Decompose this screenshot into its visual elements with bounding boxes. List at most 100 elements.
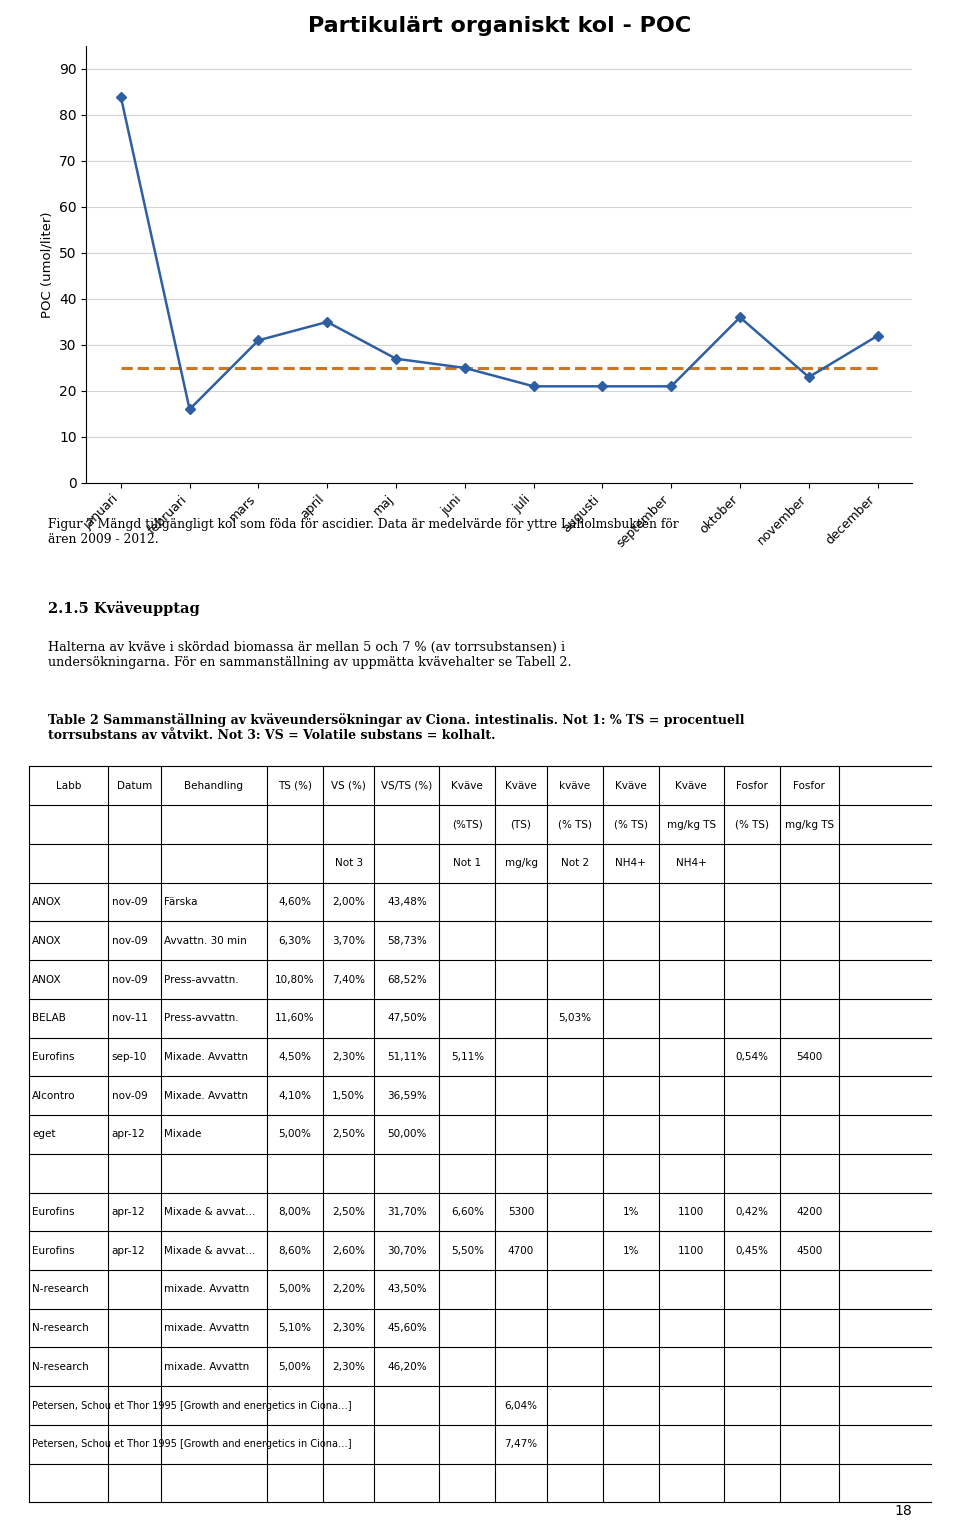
Text: 2,20%: 2,20% <box>332 1285 365 1294</box>
Text: 31,70%: 31,70% <box>387 1206 426 1217</box>
Text: 4500: 4500 <box>796 1246 823 1256</box>
Text: sep-10: sep-10 <box>111 1052 147 1062</box>
Text: nov-09: nov-09 <box>111 935 148 946</box>
Text: 2.1.5 Kväveupptag: 2.1.5 Kväveupptag <box>48 601 200 616</box>
Text: Petersen, Schou et Thor 1995 [Growth and energetics in Ciona…]: Petersen, Schou et Thor 1995 [Growth and… <box>32 1439 351 1449</box>
Text: 2,50%: 2,50% <box>332 1130 365 1139</box>
Text: Not 3: Not 3 <box>335 858 363 868</box>
Text: 7,47%: 7,47% <box>505 1439 538 1449</box>
Text: Kväve: Kväve <box>451 780 483 791</box>
Text: Eurofins: Eurofins <box>33 1052 75 1062</box>
Text: mg/kg: mg/kg <box>505 858 538 868</box>
Text: 51,11%: 51,11% <box>387 1052 427 1062</box>
Text: mg/kg TS: mg/kg TS <box>785 820 834 829</box>
Text: Kväve: Kväve <box>505 780 537 791</box>
Text: 4,10%: 4,10% <box>278 1090 311 1101</box>
Text: 47,50%: 47,50% <box>387 1013 426 1023</box>
Text: Fosfor: Fosfor <box>793 780 826 791</box>
Text: 4200: 4200 <box>796 1206 823 1217</box>
Text: 0,45%: 0,45% <box>735 1246 768 1256</box>
Text: Mixade. Avvattn: Mixade. Avvattn <box>164 1090 248 1101</box>
Text: 2,00%: 2,00% <box>332 897 365 908</box>
Text: nov-11: nov-11 <box>111 1013 148 1023</box>
Text: 6,04%: 6,04% <box>505 1401 538 1410</box>
Text: 5,11%: 5,11% <box>451 1052 484 1062</box>
Text: ANOX: ANOX <box>33 975 62 984</box>
Text: Figur 7 Mängd tillgängligt kol som föda för ascidier. Data är medelvärde för ytt: Figur 7 Mängd tillgängligt kol som föda … <box>48 518 679 546</box>
Text: Mixade & avvat…: Mixade & avvat… <box>164 1246 255 1256</box>
Text: Alcontro: Alcontro <box>33 1090 76 1101</box>
Text: apr-12: apr-12 <box>111 1246 146 1256</box>
Text: Table 2 Sammanställning av kväveundersökningar av Ciona. intestinalis. Not 1: % : Table 2 Sammanställning av kväveundersök… <box>48 713 745 742</box>
Text: 5,00%: 5,00% <box>278 1285 311 1294</box>
Text: mixade. Avvattn: mixade. Avvattn <box>164 1285 250 1294</box>
Text: 3,70%: 3,70% <box>332 935 365 946</box>
Text: NH4+: NH4+ <box>676 858 707 868</box>
Text: 5300: 5300 <box>508 1206 534 1217</box>
Text: VS/TS (%): VS/TS (%) <box>381 780 433 791</box>
Text: mg/kg TS: mg/kg TS <box>666 820 716 829</box>
Text: Kväve: Kväve <box>614 780 647 791</box>
Text: Mixade: Mixade <box>164 1130 202 1139</box>
Text: 46,20%: 46,20% <box>387 1361 426 1372</box>
Text: 6,60%: 6,60% <box>451 1206 484 1217</box>
Text: 4,50%: 4,50% <box>278 1052 311 1062</box>
Text: eget: eget <box>33 1130 56 1139</box>
Text: Petersen, Schou et Thor 1995 [Growth and energetics in Ciona…]: Petersen, Schou et Thor 1995 [Growth and… <box>32 1401 351 1410</box>
Text: 5,50%: 5,50% <box>451 1246 484 1256</box>
Text: 6,30%: 6,30% <box>278 935 311 946</box>
Text: nov-09: nov-09 <box>111 1090 148 1101</box>
Text: Press-avvattn.: Press-avvattn. <box>164 975 239 984</box>
Text: Halterna av kväve i skördad biomassa är mellan 5 och 7 % (av torrsubstansen) i
u: Halterna av kväve i skördad biomassa är … <box>48 641 571 668</box>
Text: 1100: 1100 <box>678 1246 705 1256</box>
Text: 4700: 4700 <box>508 1246 534 1256</box>
Text: 50,00%: 50,00% <box>387 1130 426 1139</box>
Y-axis label: POC (umol/liter): POC (umol/liter) <box>40 212 54 317</box>
Text: 0,54%: 0,54% <box>735 1052 768 1062</box>
Text: 2,60%: 2,60% <box>332 1246 365 1256</box>
Text: (TS): (TS) <box>511 820 532 829</box>
Text: 43,48%: 43,48% <box>387 897 427 908</box>
Text: Datum: Datum <box>117 780 152 791</box>
Text: ANOX: ANOX <box>33 935 62 946</box>
Text: ANOX: ANOX <box>33 897 62 908</box>
Text: N-research: N-research <box>33 1361 89 1372</box>
Text: Press-avvattn.: Press-avvattn. <box>164 1013 239 1023</box>
Text: Not 2: Not 2 <box>561 858 588 868</box>
Text: mixade. Avvattn: mixade. Avvattn <box>164 1323 250 1334</box>
Text: 5,10%: 5,10% <box>278 1323 311 1334</box>
Text: Fosfor: Fosfor <box>735 780 768 791</box>
Text: Eurofins: Eurofins <box>33 1206 75 1217</box>
Text: 43,50%: 43,50% <box>387 1285 426 1294</box>
Text: Eurofins: Eurofins <box>33 1246 75 1256</box>
Text: 5400: 5400 <box>796 1052 823 1062</box>
Text: (% TS): (% TS) <box>734 820 769 829</box>
Text: 45,60%: 45,60% <box>387 1323 426 1334</box>
Text: 11,60%: 11,60% <box>276 1013 315 1023</box>
Text: 1,50%: 1,50% <box>332 1090 365 1101</box>
Text: nov-09: nov-09 <box>111 897 148 908</box>
Text: 30,70%: 30,70% <box>387 1246 426 1256</box>
Text: 2,30%: 2,30% <box>332 1323 365 1334</box>
Text: Färska: Färska <box>164 897 198 908</box>
Text: Mixade & avvat…: Mixade & avvat… <box>164 1206 255 1217</box>
Text: 1%: 1% <box>622 1206 639 1217</box>
Text: 2,30%: 2,30% <box>332 1052 365 1062</box>
Text: Kväve: Kväve <box>675 780 707 791</box>
Text: N-research: N-research <box>33 1285 89 1294</box>
Text: 58,73%: 58,73% <box>387 935 427 946</box>
Text: 5,00%: 5,00% <box>278 1130 311 1139</box>
Text: N-research: N-research <box>33 1323 89 1334</box>
Text: 5,00%: 5,00% <box>278 1361 311 1372</box>
Text: 4,60%: 4,60% <box>278 897 311 908</box>
Text: 0,42%: 0,42% <box>735 1206 768 1217</box>
Text: 8,00%: 8,00% <box>278 1206 311 1217</box>
Text: apr-12: apr-12 <box>111 1206 146 1217</box>
Title: Partikulärt organiskt kol - POC: Partikulärt organiskt kol - POC <box>307 17 691 37</box>
Text: (% TS): (% TS) <box>558 820 591 829</box>
Text: apr-12: apr-12 <box>111 1130 146 1139</box>
Text: (% TS): (% TS) <box>613 820 648 829</box>
Text: VS (%): VS (%) <box>331 780 366 791</box>
Text: (%TS): (%TS) <box>452 820 483 829</box>
Text: TS (%): TS (%) <box>278 780 312 791</box>
